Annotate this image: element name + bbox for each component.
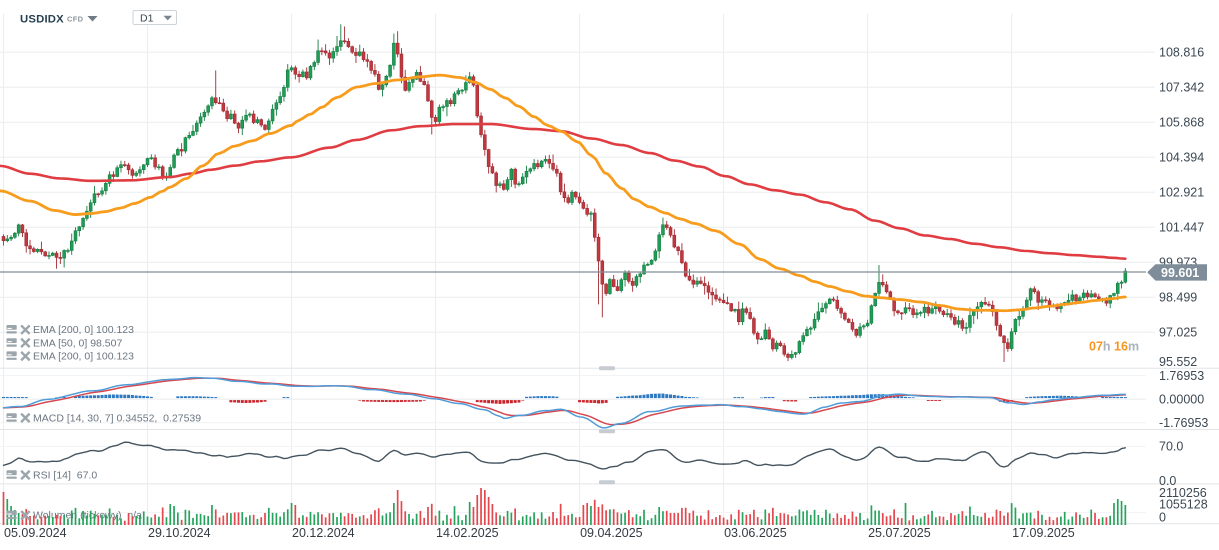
svg-text:29.10.2024: 29.10.2024 (148, 526, 211, 540)
svg-text:104.394: 104.394 (1159, 151, 1204, 165)
svg-text:1.76953: 1.76953 (1159, 369, 1204, 383)
svg-text:0.0: 0.0 (1159, 474, 1176, 488)
svg-text:14.02.2025: 14.02.2025 (436, 526, 499, 540)
svg-text:0: 0 (1159, 511, 1166, 525)
svg-text:USDIDX: USDIDX (20, 14, 64, 26)
svg-text:105.868: 105.868 (1159, 116, 1204, 130)
svg-text:EMA [50, 0] 98.507: EMA [50, 0] 98.507 (33, 337, 122, 349)
svg-text:0.00000: 0.00000 (1159, 392, 1204, 406)
svg-text:05.09.2024: 05.09.2024 (4, 526, 67, 540)
svg-text:102.921: 102.921 (1159, 186, 1204, 200)
svg-text:CFD: CFD (67, 15, 84, 24)
svg-text:-1.76953: -1.76953 (1159, 416, 1208, 430)
svg-text:MACD [14, 30, 7] 0.34552, 0.2: MACD [14, 30, 7] 0.34552, 0.27539 (33, 412, 201, 424)
svg-text:97.025: 97.025 (1159, 326, 1197, 340)
svg-text:95.552: 95.552 (1159, 355, 1197, 369)
svg-text:EMA [200, 0] 100.123: EMA [200, 0] 100.123 (33, 324, 134, 336)
svg-text:1055128: 1055128 (1159, 498, 1208, 512)
svg-text:99.601: 99.601 (1161, 266, 1199, 280)
svg-text:20.12.2024: 20.12.2024 (292, 526, 355, 540)
svg-text:107.342: 107.342 (1159, 81, 1204, 95)
svg-text:EMA [200, 0] 100.123: EMA [200, 0] 100.123 (33, 351, 134, 363)
svg-text:03.06.2025: 03.06.2025 (724, 526, 787, 540)
svg-text:101.447: 101.447 (1159, 221, 1204, 235)
svg-text:D1: D1 (140, 13, 154, 25)
svg-text:07h 16m: 07h 16m (1089, 340, 1139, 354)
svg-text:17.09.2025: 17.09.2025 (1012, 526, 1075, 540)
svg-text:RSI [14] 67.0: RSI [14] 67.0 (33, 470, 97, 482)
svg-text:70.0: 70.0 (1159, 440, 1183, 454)
svg-text:09.04.2025: 09.04.2025 (580, 526, 643, 540)
svg-text:108.816: 108.816 (1159, 46, 1204, 60)
svg-text:98.499: 98.499 (1159, 291, 1197, 305)
svg-text:25.07.2025: 25.07.2025 (868, 526, 931, 540)
svg-text:2110256: 2110256 (1159, 486, 1207, 500)
